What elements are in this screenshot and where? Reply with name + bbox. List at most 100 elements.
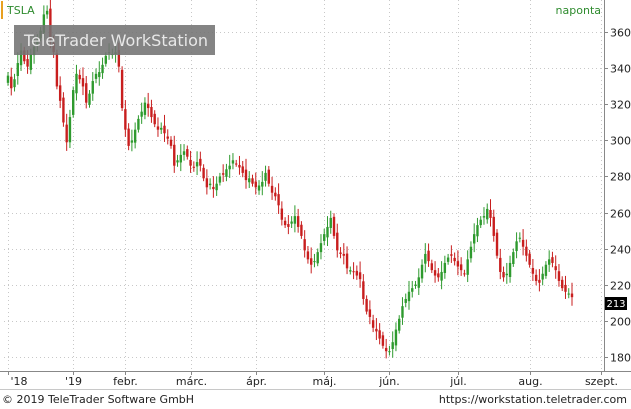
candle [62,92,65,127]
candle-body [345,253,349,269]
y-tick-label: 340 [610,63,631,76]
candle-body [316,252,319,264]
candle-body [391,342,394,350]
candle [68,109,72,149]
candle [264,165,267,187]
candle [241,161,244,178]
candle [570,282,574,306]
candle-body [195,162,199,167]
candle [91,72,94,101]
candle-body [254,181,257,188]
candle [505,262,508,284]
candle [469,241,473,263]
candle-body [277,194,280,206]
candle [525,239,528,262]
candle [309,247,313,274]
candle [133,122,137,149]
candle-body [169,139,173,146]
candle [124,100,127,137]
candle-body [163,125,166,134]
candle-body [78,74,81,80]
candle [137,115,140,133]
candle [6,72,10,86]
candle-body [388,351,391,353]
candle-body [49,8,52,40]
candle-body [446,257,450,262]
candle [146,92,150,117]
candle [238,155,241,175]
candle [541,266,544,286]
candle [173,135,176,173]
candle-body [264,172,267,181]
candle [189,150,192,173]
candle [472,223,476,253]
candle-body [202,167,205,179]
candle [261,171,264,196]
candle [130,129,134,152]
candle-body [534,274,538,281]
candle-body [368,309,372,317]
candle [72,86,75,118]
candle-body [401,306,404,318]
candle-body [130,140,134,143]
candle [221,164,225,182]
candle [401,297,404,325]
candle [85,76,88,109]
candle-body [538,279,541,283]
candle [551,251,554,268]
candle [244,158,248,189]
candle [176,154,179,167]
candle-body [296,216,300,227]
candle [561,276,564,292]
candle [163,114,166,142]
y-tick-label: 360 [610,27,631,40]
candle-body [137,118,140,130]
y-tick-label: 200 [610,316,631,329]
candle-body [384,347,388,352]
candle [218,172,222,186]
candle [306,246,310,264]
candle-body [411,288,414,292]
candle-body [381,335,385,346]
candle [10,67,13,96]
last-price-label: 213 [606,299,625,310]
candle [323,228,326,246]
candle [215,176,218,196]
candle-body [521,239,525,247]
candle [199,151,202,172]
candle [362,274,365,305]
x-tick-label: aug. [518,375,542,388]
candle-body [85,83,88,103]
candle-body [257,185,261,191]
source-url[interactable]: https://workstation.teletrader.com [438,393,627,406]
candle-body [261,181,264,187]
candle-body [398,318,401,331]
candle [433,261,437,283]
candle-body [133,129,137,143]
candle [55,49,59,90]
candle [78,69,81,84]
candle [75,64,78,101]
candle [283,217,287,229]
y-tick-label: 260 [610,208,631,221]
candle [303,230,306,258]
candle-body [212,186,215,190]
x-tick-label: jún. [378,375,400,388]
candle-body [561,279,564,289]
candle [267,166,271,187]
candle [65,113,68,151]
candle-body [91,81,94,94]
candle-body [479,219,482,226]
candle-body [453,257,456,262]
candle [358,261,362,288]
candle-body [440,271,443,281]
interval-label[interactable]: naponta [556,4,601,17]
candle-body [417,277,420,288]
candle [394,322,398,352]
y-tick-label: 280 [610,171,631,184]
candle [378,323,381,345]
candle-body [58,85,62,101]
candle [557,264,561,287]
candle [365,295,368,315]
candle-body [186,149,189,157]
